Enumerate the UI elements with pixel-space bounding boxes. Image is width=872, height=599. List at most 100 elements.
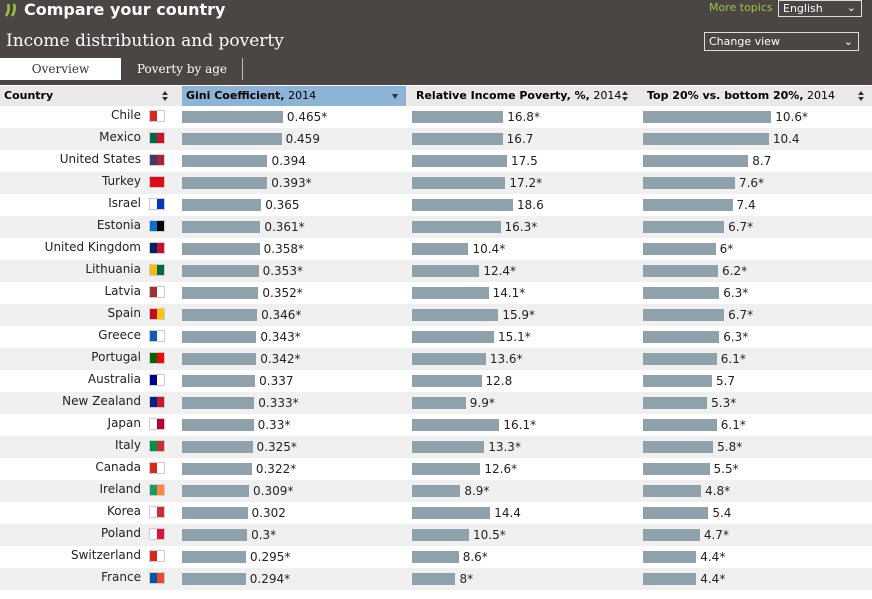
value-label: 6.7*	[728, 220, 754, 234]
column-header[interactable]: Relative Income Poverty, %, 2014	[412, 86, 636, 106]
tab-overview[interactable]: Overview	[0, 58, 121, 80]
bar	[643, 265, 719, 277]
column-header[interactable]: Top 20% vs. bottom 20%, 2014	[643, 86, 872, 106]
value-label: 14.4	[494, 506, 521, 520]
value-label: 6.3*	[723, 286, 749, 300]
language-select[interactable]: English ⌄	[778, 0, 862, 17]
value-label: 0.342*	[260, 352, 301, 366]
flag	[149, 308, 165, 320]
bar	[412, 551, 459, 563]
flag	[149, 330, 165, 342]
value-label: 5.8*	[717, 440, 743, 454]
country-name: Mexico	[99, 130, 141, 144]
bar	[412, 529, 469, 541]
column-header[interactable]: Country	[0, 86, 176, 106]
column-year: 2014	[593, 89, 622, 102]
flag	[149, 374, 165, 386]
flag	[149, 242, 165, 254]
value-label: 14.1*	[492, 286, 526, 300]
bar	[182, 397, 255, 409]
sort-icon	[858, 97, 864, 101]
value-label: 10.4*	[472, 242, 506, 256]
column-name: Country	[4, 89, 54, 102]
country-name: Chile	[110, 108, 141, 122]
bar	[182, 485, 250, 497]
bar	[412, 419, 500, 431]
value-label: 15.1*	[497, 330, 531, 344]
value-label: 0.343*	[260, 330, 301, 344]
value-label: 0.394	[271, 154, 306, 168]
value-label: 0.33*	[257, 418, 291, 432]
bar	[182, 331, 257, 343]
bar	[643, 507, 709, 519]
value-label: 5.4	[712, 506, 732, 520]
bar	[412, 353, 486, 365]
sort-icon	[622, 97, 628, 101]
value-label: 4.4*	[700, 572, 726, 586]
bar	[182, 375, 256, 387]
column-header[interactable]: Gini Coefficient, 2014	[182, 86, 406, 106]
bar	[182, 463, 252, 475]
flag	[149, 264, 165, 276]
value-label: 6.7*	[728, 308, 754, 322]
sort-icon	[622, 91, 628, 95]
country-name: United Kingdom	[44, 240, 141, 254]
flag	[149, 198, 165, 210]
value-label: 0.337	[259, 374, 294, 388]
value-label: 6.3*	[723, 330, 749, 344]
bar	[182, 441, 253, 453]
bar	[182, 309, 258, 321]
brand: Compare your country	[24, 0, 226, 19]
value-label: 9.9*	[469, 396, 495, 410]
country-name: Ireland	[99, 482, 141, 496]
bar	[412, 397, 466, 409]
flag	[149, 506, 165, 518]
value-label: 0.352*	[262, 286, 303, 300]
tab-poverty-by-age[interactable]: Poverty by age	[122, 58, 243, 80]
value-label: 6*	[719, 242, 734, 256]
bar	[643, 287, 720, 299]
bar	[643, 397, 708, 409]
sort-icon	[162, 91, 168, 95]
value-label: 6.2*	[722, 264, 748, 278]
column-name: Top 20% vs. bottom 20%,	[647, 89, 804, 102]
change-view-select[interactable]: Change view ⌄	[704, 32, 859, 51]
top-bar	[0, 0, 872, 85]
sort-icon	[858, 91, 864, 95]
bar	[643, 133, 769, 145]
flag	[149, 440, 165, 452]
bar	[643, 573, 697, 585]
bar	[412, 265, 480, 277]
sort-icon	[162, 97, 168, 101]
country-name: Latvia	[104, 284, 141, 298]
flag	[149, 484, 165, 496]
value-label: 0.333*	[258, 396, 299, 410]
flag	[149, 132, 165, 144]
flag	[149, 176, 165, 188]
value-label: 0.346*	[261, 308, 302, 322]
bar	[182, 177, 268, 189]
bar	[182, 221, 261, 233]
value-label: 0.322*	[255, 462, 297, 476]
bar	[643, 485, 702, 497]
value-label: 0.3*	[251, 528, 277, 542]
country-name: Portugal	[91, 350, 141, 364]
language: English	[783, 2, 823, 15]
flag	[149, 572, 165, 584]
value-label: 16.8*	[507, 110, 540, 124]
value-label: 0.295*	[250, 550, 291, 564]
more-topics-link[interactable]: More topics	[709, 1, 773, 14]
value-label: 7.4	[736, 198, 756, 212]
bar	[182, 507, 248, 519]
value-label: 0.294*	[249, 572, 291, 586]
bar	[643, 419, 717, 431]
bar	[182, 287, 259, 299]
country-name: Turkey	[101, 174, 141, 188]
value-label: 0.302	[251, 506, 286, 520]
value-label: 0.465*	[286, 110, 328, 124]
bar	[412, 441, 485, 453]
bar	[412, 133, 503, 145]
bar	[182, 199, 262, 211]
value-label: 12.6*	[484, 462, 518, 476]
